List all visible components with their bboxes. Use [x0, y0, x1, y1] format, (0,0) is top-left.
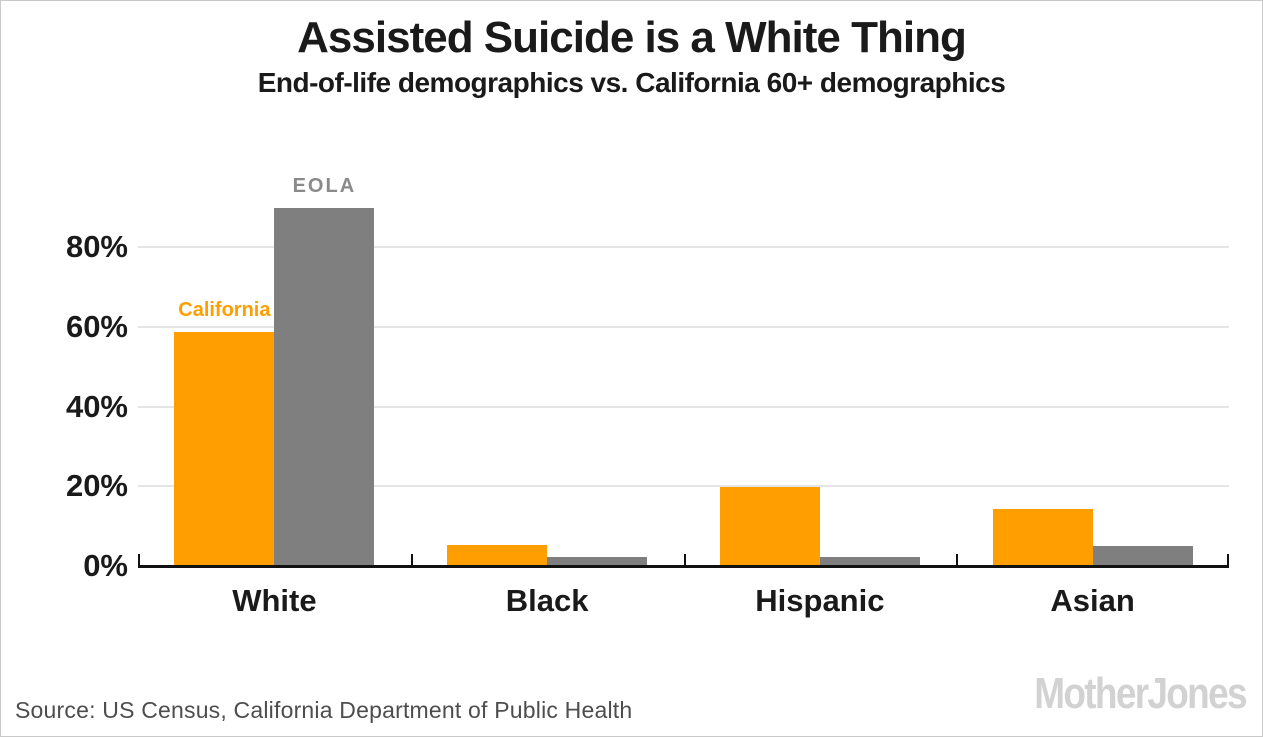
motherjones-logo: MotherJones [1034, 669, 1247, 718]
gridline-40% [138, 405, 1229, 408]
x-axis-tick [683, 554, 686, 565]
y-axis-label-0%: 0% [83, 548, 128, 583]
y-axis-label-80%: 80% [65, 229, 128, 264]
x-axis-category-hispanic: Hispanic [755, 583, 885, 618]
series-label-california: California [178, 299, 271, 322]
series-label-eola: EOLA [292, 174, 357, 197]
y-axis-label-60%: 60% [65, 308, 128, 344]
bar-eola-hispanic [819, 556, 920, 566]
bar-california-hispanic [719, 487, 820, 566]
bar-eola-black [547, 556, 648, 566]
bar-california-black [447, 544, 548, 566]
x-axis-category-black: Black [505, 583, 589, 618]
x-axis-tick [410, 554, 413, 565]
x-axis-line [138, 565, 1229, 568]
x-axis-category-asian: Asian [1050, 583, 1135, 618]
chart-subtitle: End-of-life demographics vs. California … [257, 67, 1006, 98]
y-axis-label-20%: 20% [65, 468, 128, 504]
y-axis-label-40%: 40% [65, 388, 128, 424]
gridline-60% [138, 325, 1229, 328]
x-axis-tick [138, 554, 140, 565]
bar-california-white [174, 332, 275, 566]
chart-title: Assisted Suicide is a White Thing [297, 13, 967, 62]
source-note: Source: US Census, California Department… [15, 697, 633, 723]
bar-eola-asian [1092, 546, 1193, 566]
x-axis-category-white: White [232, 583, 317, 618]
x-axis-tick [956, 554, 959, 565]
gridline-80% [138, 246, 1229, 248]
x-axis-tick [1227, 554, 1229, 565]
bar-eola-white [274, 207, 375, 566]
bar-california-asian [992, 509, 1093, 566]
gridline-20% [138, 485, 1229, 488]
